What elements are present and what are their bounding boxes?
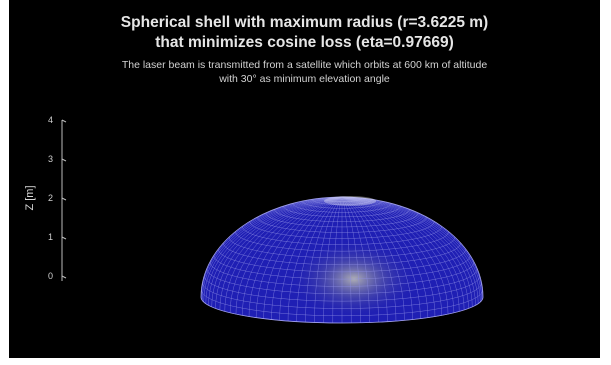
mesh-parallel-line [217, 249, 467, 273]
mesh-parallel-line [242, 226, 442, 245]
mesh-parallel-line [311, 199, 373, 206]
mesh-parallel-line [202, 282, 482, 309]
mesh-parallel-line [206, 268, 478, 295]
mesh-parallel-line [223, 242, 461, 266]
z-tick-mark [61, 236, 67, 240]
mesh-parallel-line [228, 237, 456, 259]
chart-title-line-2: that minimizes cosine loss (eta=0.97669) [155, 34, 454, 51]
mesh-parallel-line [209, 262, 475, 287]
chart-subtitle-line-2: with 30° as minimum elevation angle [219, 73, 390, 85]
z-tick-mark [61, 158, 67, 162]
z-axis-label: Z [m] [24, 185, 36, 210]
mesh-parallel-line [203, 275, 481, 302]
mesh-parallel-line [201, 289, 483, 317]
z-tick-label: 2 [48, 193, 53, 203]
shell-outline [200, 196, 484, 324]
z-tick-mark [61, 197, 67, 201]
z-tick-label: 0 [48, 271, 53, 281]
shell-mesh-parallels [200, 197, 484, 324]
z-axis-ticks: 0 1 2 3 4 [48, 115, 67, 281]
figure-canvas: Spherical shell with maximum radius (r=3… [9, 0, 600, 358]
z-tick-mark [61, 275, 67, 279]
mesh-parallel-line [302, 200, 382, 209]
mesh-parallel-line [265, 212, 419, 228]
mesh-parallel-line [213, 255, 471, 280]
chart-title-line-1: Spherical shell with maximum radius (r=3… [120, 14, 489, 31]
hemisphere-shell-surface [200, 196, 484, 324]
z-tick-label: 1 [48, 232, 53, 242]
mesh-parallel-line [292, 203, 392, 213]
mesh-parallel-line [321, 197, 363, 202]
shell-apex-highlight [324, 196, 376, 206]
mesh-parallel-line [274, 209, 410, 222]
chart-subtitle-line-1: The laser beam is transmitted from a sat… [121, 59, 488, 71]
mesh-parallel-line [331, 197, 353, 200]
z-tick-label: 4 [48, 115, 53, 125]
z-axis: 0 1 2 3 4 Z [m] [24, 115, 67, 281]
mesh-parallel-line [257, 216, 427, 233]
z-tick-label: 3 [48, 154, 53, 164]
z-tick-mark [61, 119, 67, 123]
mesh-parallel-line [235, 231, 449, 252]
mesh-parallel-line [249, 221, 435, 239]
plot-area: 0 1 2 3 4 Z [m] [24, 115, 484, 324]
mesh-parallel-line [283, 205, 401, 218]
